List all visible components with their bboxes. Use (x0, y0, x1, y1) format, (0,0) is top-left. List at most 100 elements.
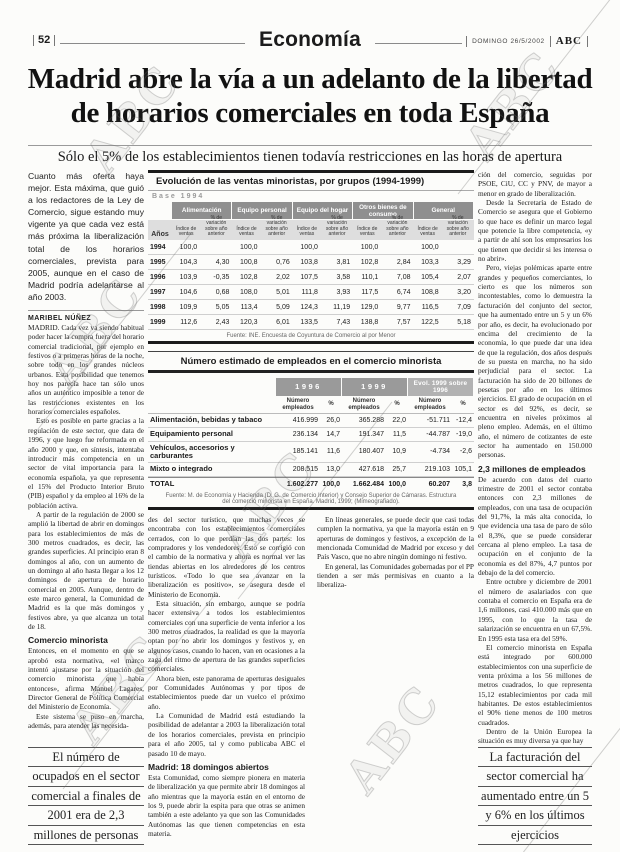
pull-quote-line: 2001 era de 2,3 (28, 806, 144, 826)
table2-value-cell: 191.347 (342, 428, 386, 442)
table2-source: Fuente: M. de Economía y Hacienda (D. G.… (165, 492, 457, 505)
table2-value-cell: 26,0 (320, 414, 342, 428)
masthead: 52 Economía DOMINGO 26/5/2002 ABC (28, 28, 592, 52)
body-paragraph: En general, las Comunidades gobernadas p… (317, 561, 474, 590)
table1-year-cell: 1994 (148, 240, 172, 255)
body-paragraph: Dentro de la Unión Europea la situación … (478, 726, 592, 746)
table1-value-cell: 100,8 (232, 255, 261, 270)
table1-value-cell (200, 240, 233, 255)
table1-value-cell: 116,5 (413, 300, 442, 315)
table1-value-cell: 113,4 (232, 300, 261, 315)
table2-subcol: Número empleados (276, 397, 320, 414)
body-paragraph: Entonces, en el momento en que se aprobó… (28, 646, 144, 712)
table2-value-cell: 60.207 (408, 476, 452, 491)
divider-bar (33, 34, 34, 46)
table1-value-cell: 5,18 (441, 315, 474, 330)
table1-year-cell: 1997 (148, 285, 172, 300)
table2-subcol: % (452, 397, 474, 414)
table1-value-cell: 2,43 (200, 315, 233, 330)
table1-value-cell: 107,5 (292, 270, 321, 285)
body-paragraph: La Comunidad de Madrid está estudiando l… (148, 711, 305, 758)
table1-subcol: % de variación sobre año anterior (325, 215, 349, 238)
pull-quote-line: La facturación del (478, 748, 592, 767)
table2-group: 1999 (342, 377, 407, 396)
table2-label-cell: TOTAL (148, 476, 276, 491)
table1-value-cell: 9,77 (381, 300, 414, 315)
divider-bar (466, 35, 468, 47)
table2-value-cell: 100,0 (320, 476, 342, 491)
divider-bar (587, 35, 588, 47)
table1-value-cell: 100,0 (292, 240, 321, 255)
table1-value-cell: 108,8 (413, 285, 442, 300)
table1-value-cell: 108,0 (232, 285, 261, 300)
table2-value-cell: 105,1 (452, 463, 474, 477)
table2-subheader: Número empleados % Número empleados % Nú… (148, 397, 474, 414)
table2-value-cell: -44.787 (408, 428, 452, 442)
pull-quote-line: sector comercial ha (478, 767, 592, 787)
table1-title: Evolución de las ventas minoristas, por … (148, 173, 474, 191)
table2-value-cell: 365.288 (342, 414, 386, 428)
pull-quote-line: y 6% en los últimos (478, 806, 592, 826)
body-paragraph: Esta situación, sin embargo, aunque se p… (148, 599, 305, 674)
section-subhead: Madrid: 18 domingos abiertos (148, 761, 269, 772)
table1-value-cell: 7,43 (320, 315, 354, 330)
body-paragraph: des del sector turístico, que muchas vec… (148, 514, 305, 599)
table1-value-cell: 7,57 (381, 315, 414, 330)
table1-source: Fuente: INE. Encuesta de Coyuntura de Co… (226, 333, 396, 339)
table1-value-cell: 4,30 (200, 255, 233, 270)
table1-value-cell: -0,35 (200, 270, 233, 285)
table-bottom-bar (148, 341, 474, 344)
table1-group-header: Alimentación Equipo personal Equipo del … (148, 202, 474, 220)
divider-bar (549, 35, 551, 47)
table1-value-cell: 0,68 (200, 285, 233, 300)
table2-group-header: 1996 1999 Evol. 1999 sobre 1996 (148, 377, 474, 397)
table2-value-cell: -19,0 (452, 428, 474, 442)
table1-value-cell: 5,09 (260, 300, 293, 315)
table1-value-cell: 104,6 (172, 285, 201, 300)
headline-line2: de horarios comerciales en toda España (70, 97, 550, 129)
pull-quote-line: aumentado entre un 5 (478, 787, 592, 806)
table2-value-cell: 236.134 (276, 428, 320, 442)
table1-value-cell: 3,29 (441, 255, 474, 270)
table2-value-cell: 100,0 (386, 476, 408, 491)
table1-subcol: Índice de ventas (296, 225, 317, 238)
body-paragraph: Esto es posible en parte gracias a la re… (28, 416, 144, 510)
table1-value-cell: 100,0 (232, 240, 261, 255)
table1-value-cell: 103,8 (292, 255, 321, 270)
table1-subcol: Índice de ventas (236, 225, 257, 238)
table1-value-cell: 103,3 (413, 255, 442, 270)
brand-logo: ABC (555, 35, 582, 47)
pull-quote-line: El número de (28, 748, 144, 767)
table2-label-cell: Equipamiento personal (148, 428, 276, 442)
table1-value-cell: 110,1 (353, 270, 382, 285)
table1-subcol: % de variación sobre año anterior (265, 215, 288, 238)
table1-value-cell: 3,93 (320, 285, 354, 300)
table2-group: 1996 (276, 377, 341, 396)
table1-value-cell: 3,81 (320, 255, 354, 270)
right-column-body: ción del comercio, seguidas por PSOE, Ci… (478, 170, 592, 747)
table1-value-cell: 3,58 (320, 270, 354, 285)
table1-value-cell: 122,5 (413, 315, 442, 330)
table2-value-cell: -12,4 (452, 414, 474, 428)
table2-value-cell: 1.602.277 (276, 476, 320, 491)
headline: Madrid abre la vía a un adelanto de la l… (20, 62, 600, 130)
table1-value-cell: 5,01 (260, 285, 293, 300)
subhead-rule (28, 145, 592, 146)
table2-body: Alimentación, bebidas y tabaco 416.999 26,… (148, 414, 474, 491)
table2-label-cell: Mixto o integrado (148, 463, 276, 477)
left-column: Cuanto más oferta haya mejor. Esta máxim… (28, 170, 144, 845)
pull-quote-line: comercial a finales de (28, 787, 144, 806)
retail-sales-table: Evolución de las ventas minoristas, por … (148, 170, 474, 344)
table1-value-cell: 112,6 (172, 315, 201, 330)
lead-paragraph: Cuanto más oferta haya mejor. Esta máxim… (28, 171, 144, 302)
byline-rule (28, 310, 144, 312)
table1-value-cell: 104,3 (172, 255, 201, 270)
table1-value-cell: 129,0 (353, 300, 382, 315)
table2-label-cell: Vehículos, accesorios y carburantes (148, 442, 276, 463)
byline: MARIBEL NÚÑEZ (28, 315, 92, 323)
table1-subcol: Índice de ventas (357, 225, 378, 238)
table2-title: Número estimado de empleados en el comer… (180, 356, 442, 367)
section-subhead: Comercio minorista (28, 635, 108, 646)
page-number: 52 (38, 34, 51, 46)
